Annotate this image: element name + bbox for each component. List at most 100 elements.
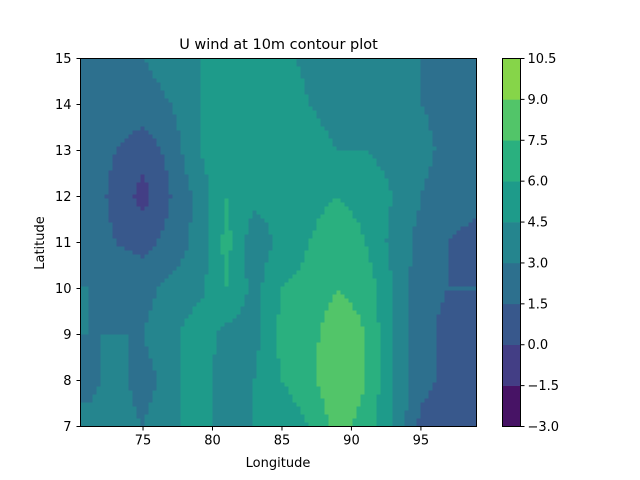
contour-cell (400, 146, 405, 151)
contour-cell (460, 66, 465, 71)
contour-cell (356, 74, 361, 79)
contour-cell (464, 110, 469, 115)
contour-cell (144, 242, 149, 247)
contour-cell (224, 138, 229, 143)
contour-cell (408, 82, 413, 87)
contour-cell (368, 222, 373, 227)
contour-cell (260, 206, 265, 211)
contour-cell (436, 190, 441, 195)
contour-cell (164, 238, 169, 243)
contour-cell (84, 194, 89, 199)
contour-cell (148, 258, 153, 263)
contour-cell (416, 242, 421, 247)
contour-cell (336, 238, 341, 243)
contour-cell (388, 226, 393, 231)
contour-cell (132, 186, 137, 191)
contour-cell (240, 254, 245, 259)
contour-cell (160, 158, 165, 163)
contour-cell (168, 94, 173, 99)
contour-cell (104, 98, 109, 103)
contour-cell (104, 134, 109, 139)
contour-cell (424, 170, 429, 175)
contour-cell (352, 230, 357, 235)
contour-cell (416, 114, 421, 119)
contour-cell (380, 230, 385, 235)
contour-cell (412, 174, 417, 179)
contour-cell (160, 194, 165, 199)
contour-cell (276, 122, 281, 127)
contour-cell (408, 122, 413, 127)
contour-cell (120, 110, 125, 115)
contour-cell (256, 150, 261, 155)
contour-cell (304, 222, 309, 227)
contour-cell (336, 106, 341, 111)
contour-cell (348, 66, 353, 71)
contour-cell (124, 178, 129, 183)
contour-cell (472, 122, 477, 127)
contour-cell (444, 134, 449, 139)
contour-cell (320, 118, 325, 123)
contour-cell (364, 126, 369, 131)
contour-cell (80, 242, 85, 247)
contour-cell (352, 94, 357, 99)
contour-cell (340, 170, 345, 175)
contour-cell (420, 238, 425, 243)
contour-cell (444, 94, 449, 99)
contour-cell (124, 234, 129, 239)
contour-cell (332, 154, 337, 159)
contour-cell (288, 190, 293, 195)
contour-cell (224, 166, 229, 171)
contour-cell (236, 258, 241, 263)
contour-cell (188, 114, 193, 119)
contour-cell (452, 130, 457, 135)
contour-cell (324, 62, 329, 67)
contour-cell (280, 62, 285, 67)
contour-cell (368, 58, 373, 63)
contour-cell (392, 134, 397, 139)
contour-cell (416, 62, 421, 67)
contour-cell (220, 94, 225, 99)
contour-cell (248, 178, 253, 183)
contour-cell (248, 150, 253, 155)
contour-cell (144, 194, 149, 199)
contour-cell (164, 158, 169, 163)
contour-cell (292, 98, 297, 103)
contour-cell (96, 166, 101, 171)
contour-cell (408, 222, 413, 227)
contour-cell (360, 170, 365, 175)
contour-cell (272, 90, 277, 95)
contour-cell (252, 94, 257, 99)
contour-cell (384, 234, 389, 239)
contour-cell (136, 78, 141, 83)
contour-cell (408, 150, 413, 155)
contour-cell (96, 154, 101, 159)
contour-cell (420, 106, 425, 111)
contour-cell (132, 226, 137, 231)
contour-cell (412, 98, 417, 103)
contour-cell (432, 102, 437, 107)
contour-cell (324, 94, 329, 99)
contour-cell (228, 66, 233, 71)
contour-cell (456, 86, 461, 91)
contour-cell (104, 70, 109, 75)
contour-cell (180, 254, 185, 259)
contour-cell (440, 70, 445, 75)
contour-cell (208, 186, 213, 191)
contour-cell (164, 174, 169, 179)
contour-cell (92, 250, 97, 255)
contour-cell (144, 106, 149, 111)
contour-cell (260, 226, 265, 231)
contour-cell (248, 234, 253, 239)
contour-cell (440, 214, 445, 219)
contour-cell (348, 86, 353, 91)
contour-cell (436, 206, 441, 211)
contour-cell (412, 250, 417, 255)
contour-cell (320, 182, 325, 187)
contour-cell (428, 74, 433, 79)
contour-cell (428, 86, 433, 91)
contour-cell (216, 254, 221, 259)
contour-cell (216, 246, 221, 251)
contour-cell (380, 206, 385, 211)
contour-cell (140, 158, 145, 163)
contour-cell (232, 190, 237, 195)
